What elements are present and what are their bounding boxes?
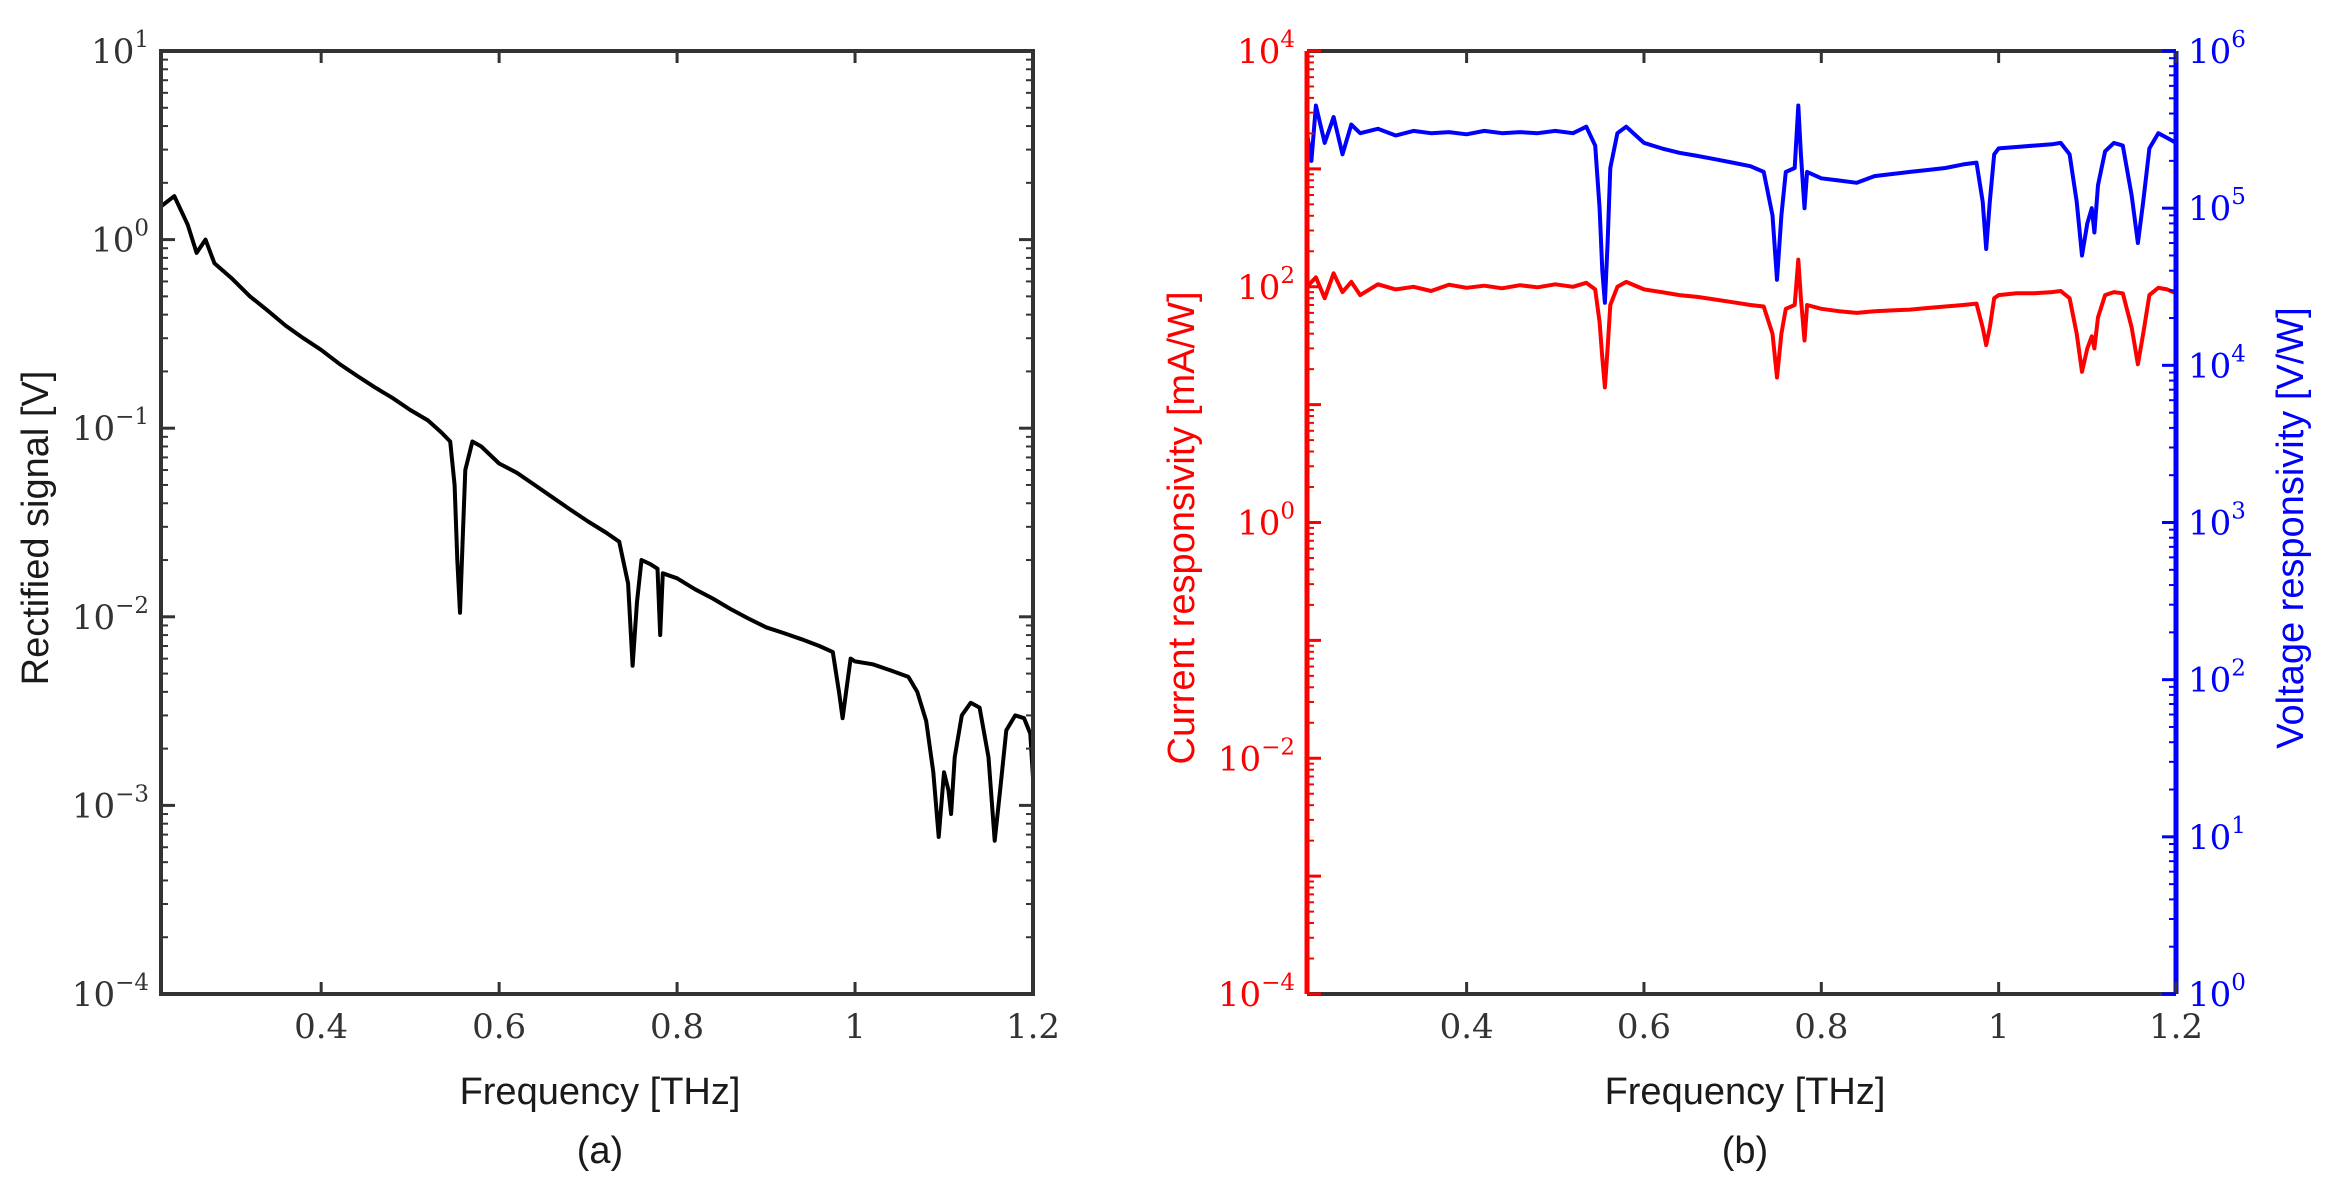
panel-b-right-y-tick-label: 105: [2188, 184, 2246, 229]
panel-b-right-y-ticks: 100 101 102 103 104 105 106: [2162, 27, 2246, 1015]
panel-a-y-tick-label: 100: [91, 216, 149, 261]
panel-b-right-y-tick-label: 103: [2188, 499, 2246, 544]
panel-a-x-tick-label: 0.6: [472, 1007, 526, 1047]
current-responsivity-line: [1305, 257, 2177, 390]
panel-b-x-ticks: 0.4 0.6 0.8 1 1.2: [1440, 51, 2203, 1047]
panel-b-left-y-tick-label: 10−4: [1218, 970, 1295, 1015]
panel-a-caption: (a): [577, 1130, 623, 1172]
panel-a-x-ticks: 0.4 0.6 0.8 1 1.2: [294, 51, 1060, 1047]
panel-a-y-axis-label: Rectified signal [V]: [15, 371, 57, 686]
panel-a-x-tick-label: 0.8: [650, 1007, 704, 1047]
panel-a-x-tick-label: 0.4: [294, 1007, 348, 1047]
panel-a-y-tick-label: 10−1: [72, 404, 149, 449]
panel-b-right-y-tick-label: 106: [2188, 27, 2246, 72]
panel-b-left-y-axis-label: Current responsivity [mA/W]: [1161, 292, 1203, 765]
panel-b-x-tick-label: 1.2: [2149, 1007, 2203, 1047]
voltage-responsivity-line: [1305, 103, 2177, 305]
panel-b-right-y-tick-label: 100: [2188, 970, 2246, 1015]
panel-a-y-tick-label: 10−4: [72, 970, 149, 1015]
panel-b-right-y-tick-label: 102: [2188, 656, 2246, 701]
panel-a-y-tick-label: 10−2: [72, 593, 149, 638]
panel-b-x-tick-label: 0.4: [1440, 1007, 1494, 1047]
panel-a-x-tick-label: 1.2: [1006, 1007, 1060, 1047]
panel-b-x-axis-label: Frequency [THz]: [1605, 1071, 1886, 1113]
panel-b-x-tick-label: 0.8: [1794, 1007, 1848, 1047]
rectified-signal-line: [159, 194, 1035, 843]
panel-a-y-tick-label: 10−3: [72, 781, 149, 826]
panel-b-x-tick-label: 1: [1988, 1007, 2010, 1047]
responsivity-series-group: [1305, 103, 2177, 390]
panel-b-right-y-tick-label: 101: [2188, 813, 2246, 858]
panel-b-right-y-axis-label: Voltage responsivity [V/W]: [2270, 307, 2312, 748]
panel-b-caption: (b): [1722, 1130, 1768, 1172]
panel-a-y-ticks: 10−4 10−3 10−2 10−1 100 101: [72, 27, 1033, 1015]
panel-b-left-y-tick-label: 10−2: [1218, 734, 1295, 779]
panel-a-x-tick-label: 1: [844, 1007, 866, 1047]
panel-b-left-y-tick-label: 100: [1237, 499, 1295, 544]
panel-a: 0.4 0.6 0.8 1 1.2 10−4 10−3 10−2 10−1 100 101 Fre…: [15, 27, 1060, 1172]
panel-b-right-y-tick-label: 104: [2188, 341, 2246, 386]
rectified-signal-series-group: [159, 194, 1035, 843]
panel-a-frame: [159, 49, 1035, 996]
panel-b-x-tick-label: 0.6: [1617, 1007, 1671, 1047]
panel-a-x-axis-label: Frequency [THz]: [460, 1071, 741, 1113]
panel-b-left-y-ticks: 10−4 10−2 100 102 104: [1218, 27, 1321, 1015]
panel-b-left-y-tick-label: 102: [1237, 263, 1295, 308]
panel-b-left-y-tick-label: 104: [1237, 27, 1295, 72]
panel-a-y-tick-label: 101: [91, 27, 149, 72]
